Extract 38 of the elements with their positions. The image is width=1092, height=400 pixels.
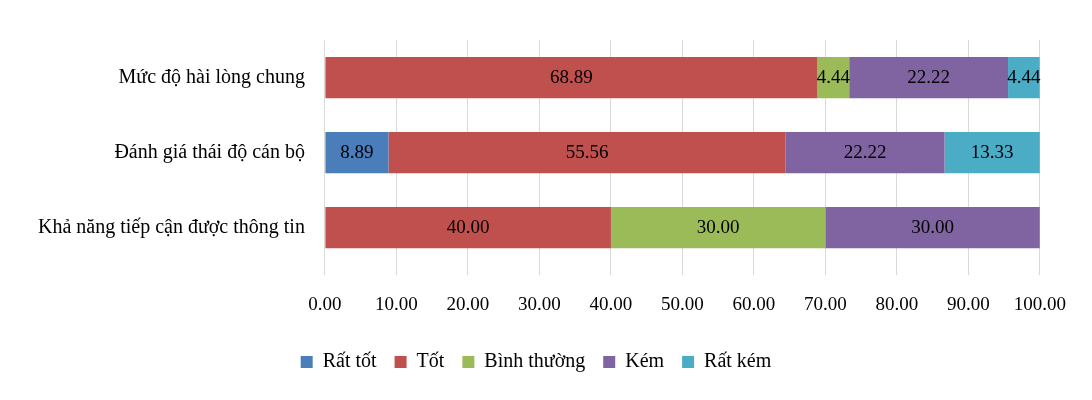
x-tick-label: 40.00 (589, 292, 633, 314)
x-tick-label: 10.00 (375, 292, 418, 314)
data-label: 40.00 (446, 215, 490, 237)
x-tick-label: 20.00 (446, 292, 490, 314)
data-label: 4.44 (816, 65, 851, 87)
legend-label: Rất tốt (322, 349, 378, 372)
bar (610, 207, 826, 249)
bar (388, 131, 786, 174)
bar (325, 131, 389, 174)
x-tick-label: 80.00 (875, 292, 919, 314)
bar (325, 207, 611, 249)
x-tick-label: 70.00 (804, 292, 847, 314)
data-label: 13.33 (970, 140, 1014, 162)
bar (825, 207, 1040, 249)
data-label: 22.22 (843, 140, 887, 162)
data-label: 68.89 (550, 65, 593, 87)
y-tick-label: Khả năng tiếp cận được thông tin (38, 214, 305, 238)
data-label: 8.89 (340, 140, 374, 162)
x-tick-label: 60.00 (732, 292, 776, 314)
data-label: 30.00 (911, 215, 954, 237)
legend-label: Bình thường (484, 349, 586, 373)
data-label: 22.22 (907, 65, 950, 87)
x-tick-label: 50.00 (661, 292, 704, 314)
x-tick-label: 100.00 (1013, 292, 1066, 314)
data-label: 30.00 (696, 215, 740, 237)
legend-label: Kém (625, 349, 665, 372)
legend-label: Rất kém (704, 349, 772, 372)
data-label: 55.56 (565, 140, 609, 162)
bar (849, 56, 1009, 99)
bar (944, 131, 1040, 174)
y-tick-label: Mức độ hài lòng chung (118, 64, 305, 88)
legend-label: Tốt (416, 349, 445, 372)
x-tick-label: 90.00 (947, 292, 990, 314)
x-tick-label: 0.00 (308, 292, 342, 314)
bar (785, 131, 945, 174)
bar (325, 56, 818, 99)
y-tick-label: Đánh giá thái độ cán bộ (114, 139, 305, 163)
x-tick-label: 30.00 (518, 292, 561, 314)
